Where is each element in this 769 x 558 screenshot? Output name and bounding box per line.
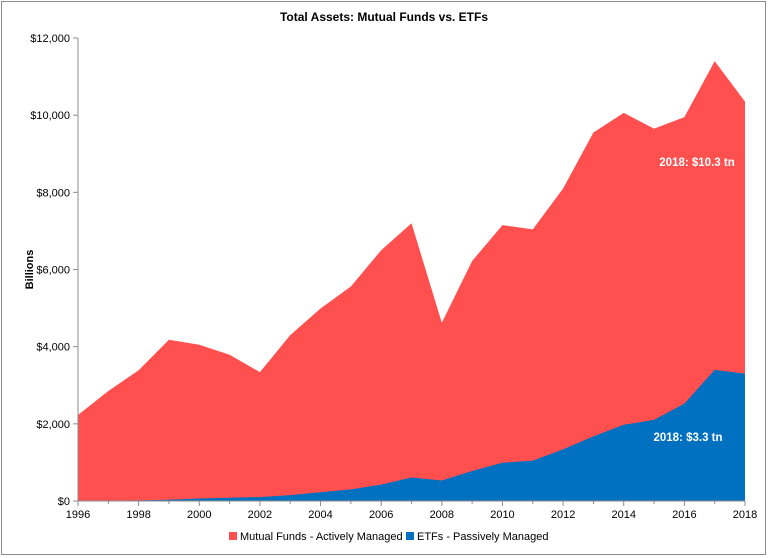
- area-mutual-funds: [78, 61, 745, 502]
- y-tick-labels: $0 $2,000 $4,000 $6,000 $8,000 $10,000 $12,000: [30, 33, 78, 508]
- x-tick-label: 2018: [733, 509, 757, 521]
- x-tick-labels: 1996 1998 2000 2002 2004 2006 2008 2010 2012 2014…: [66, 501, 757, 521]
- y-tick-label: $6,000: [36, 265, 70, 277]
- plot-areas: [78, 61, 745, 502]
- legend-swatch-etfs: [406, 532, 414, 540]
- x-tick-label: 2014: [611, 509, 635, 521]
- legend-label-etfs: ETFs - Passively Managed: [417, 531, 548, 543]
- y-tick-label: $4,000: [36, 342, 70, 354]
- x-tick-label: 2008: [430, 509, 454, 521]
- y-tick-label: $0: [58, 496, 70, 508]
- y-tick-label: $8,000: [36, 187, 70, 199]
- legend-label-mutual-funds: Mutual Funds - Actively Managed: [240, 531, 403, 543]
- annotations: 2018: $10.3 tn 2018: $3.3 tn: [653, 157, 734, 444]
- x-tick-label: 2016: [672, 509, 696, 521]
- x-tick-label: 2000: [187, 509, 211, 521]
- y-tick-label: $12,000: [30, 33, 70, 45]
- x-tick-label: 1996: [66, 509, 90, 521]
- y-tick-label: $2,000: [36, 419, 70, 431]
- y-tick-label: $10,000: [30, 110, 70, 122]
- annotation-etfs: 2018: $3.3 tn: [653, 432, 722, 444]
- area-etfs: [78, 369, 745, 501]
- x-tick-label: 2010: [490, 509, 514, 521]
- legend-swatch-mutual-funds: [229, 532, 237, 540]
- x-tick-label: 2012: [551, 509, 575, 521]
- x-tick-label: 1998: [126, 509, 150, 521]
- x-tick-label: 2006: [369, 509, 393, 521]
- x-tick-label: 2002: [248, 509, 272, 521]
- x-tick-label: 2004: [308, 509, 332, 521]
- annotation-mutual-funds: 2018: $10.3 tn: [659, 157, 734, 169]
- legend: Mutual Funds - Actively Managed ETFs - Pa…: [229, 531, 548, 543]
- y-axis-label: Billions: [24, 250, 36, 290]
- chart-title: Total Assets: Mutual Funds vs. ETFs: [280, 10, 488, 24]
